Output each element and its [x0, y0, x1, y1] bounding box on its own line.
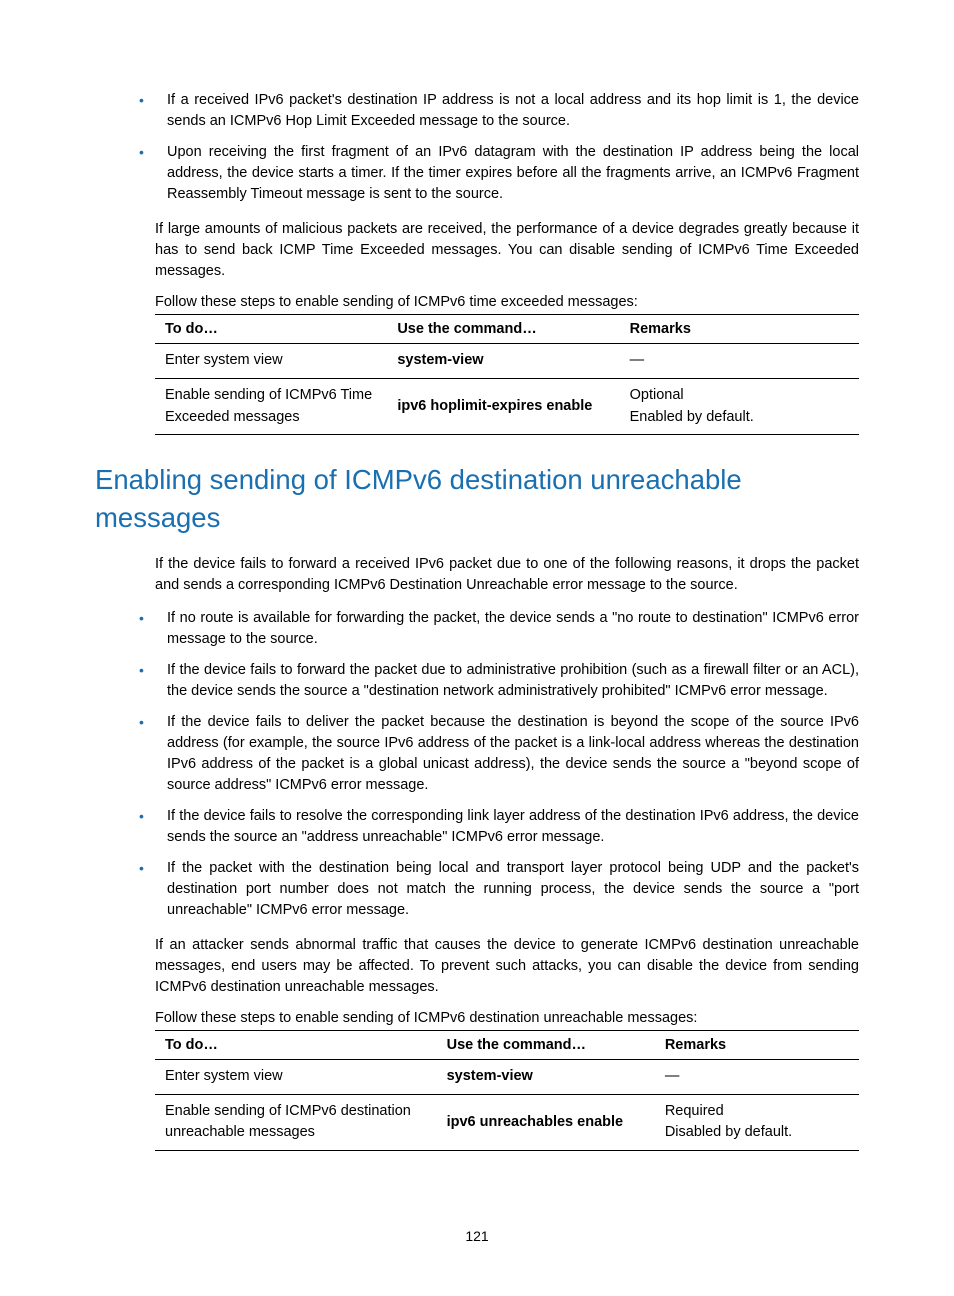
- table-header: Remarks: [620, 315, 859, 344]
- section-heading: Enabling sending of ICMPv6 destination u…: [95, 461, 859, 535]
- table-cell-remarks: —: [655, 1059, 859, 1094]
- list-item: If the packet with the destination being…: [167, 858, 859, 921]
- steps-table-unreachable: To do… Use the command… Remarks Enter sy…: [155, 1030, 859, 1151]
- body-paragraph: If the device fails to forward a receive…: [95, 554, 859, 596]
- list-item: If a received IPv6 packet's destination …: [167, 90, 859, 132]
- page-number: 121: [0, 1228, 954, 1244]
- intro-bullet-list: If a received IPv6 packet's destination …: [95, 90, 859, 205]
- table-cell-command: ipv6 hoplimit-expires enable: [387, 378, 619, 435]
- table-cell-remarks: —: [620, 344, 859, 379]
- body-paragraph: If large amounts of malicious packets ar…: [95, 219, 859, 282]
- table-header: To do…: [155, 1030, 437, 1059]
- table-row: Enter system view system-view —: [155, 1059, 859, 1094]
- list-item: If the device fails to forward the packe…: [167, 660, 859, 702]
- table-leadin: Follow these steps to enable sending of …: [95, 294, 859, 310]
- table-cell-todo: Enable sending of ICMPv6 destination unr…: [155, 1094, 437, 1151]
- section-bullet-list: If no route is available for forwarding …: [95, 608, 859, 921]
- table-header-row: To do… Use the command… Remarks: [155, 315, 859, 344]
- table-row: Enable sending of ICMPv6 Time Exceeded m…: [155, 378, 859, 435]
- table-leadin: Follow these steps to enable sending of …: [95, 1010, 859, 1026]
- table-cell-command: system-view: [387, 344, 619, 379]
- list-item: If the device fails to resolve the corre…: [167, 806, 859, 848]
- steps-table-time-exceeded: To do… Use the command… Remarks Enter sy…: [155, 314, 859, 435]
- table-header: Use the command…: [437, 1030, 655, 1059]
- list-item: If no route is available for forwarding …: [167, 608, 859, 650]
- table-row: Enable sending of ICMPv6 destination unr…: [155, 1094, 859, 1151]
- body-paragraph: If an attacker sends abnormal traffic th…: [95, 935, 859, 998]
- table-header: Use the command…: [387, 315, 619, 344]
- list-item: Upon receiving the first fragment of an …: [167, 142, 859, 205]
- table-cell-remarks: RequiredDisabled by default.: [655, 1094, 859, 1151]
- table-header-row: To do… Use the command… Remarks: [155, 1030, 859, 1059]
- table-cell-remarks: OptionalEnabled by default.: [620, 378, 859, 435]
- table-cell-command: ipv6 unreachables enable: [437, 1094, 655, 1151]
- table-cell-todo: Enter system view: [155, 1059, 437, 1094]
- list-item: If the device fails to deliver the packe…: [167, 712, 859, 796]
- table-row: Enter system view system-view —: [155, 344, 859, 379]
- table-cell-todo: Enable sending of ICMPv6 Time Exceeded m…: [155, 378, 387, 435]
- table-cell-todo: Enter system view: [155, 344, 387, 379]
- table-header: To do…: [155, 315, 387, 344]
- table-cell-command: system-view: [437, 1059, 655, 1094]
- page-content: If a received IPv6 packet's destination …: [0, 0, 954, 1151]
- table-header: Remarks: [655, 1030, 859, 1059]
